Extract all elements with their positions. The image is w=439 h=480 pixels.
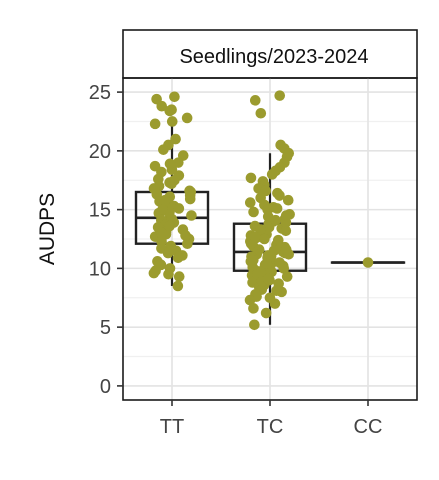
y-axis: 0 5 10 15 20 25 [89, 82, 123, 398]
data-point [148, 267, 160, 279]
data-point [282, 194, 294, 206]
data-point [248, 303, 259, 314]
data-point [173, 203, 185, 214]
data-point [271, 285, 282, 297]
data-point [271, 203, 283, 214]
data-point [170, 133, 181, 145]
data-point [163, 268, 174, 280]
data-point [249, 231, 261, 242]
data-point [162, 247, 174, 259]
data-point [149, 118, 161, 130]
data-point [156, 227, 167, 239]
data-point [274, 90, 286, 101]
x-tick-label: TC [257, 416, 284, 438]
data-point [172, 157, 184, 168]
facet-title: Seedlings/2023-2024 [179, 46, 368, 68]
point-layer [148, 90, 374, 331]
data-point [180, 230, 191, 241]
data-point [281, 271, 293, 282]
data-point [274, 257, 285, 268]
panel-strip [122, 29, 418, 79]
x-tick-label: TT [160, 416, 184, 438]
data-point [172, 252, 184, 264]
data-point [255, 224, 267, 235]
data-point [248, 206, 259, 218]
data-point [186, 210, 197, 221]
data-point [158, 144, 169, 155]
y-tick-label: 5 [100, 317, 111, 339]
data-point [266, 169, 278, 180]
data-point [181, 112, 193, 124]
y-tick-label: 10 [89, 258, 111, 280]
data-point [280, 210, 292, 221]
data-point [261, 258, 273, 269]
data-point [159, 194, 171, 206]
x-axis: TT TC CC [160, 400, 383, 438]
data-point [255, 107, 267, 119]
data-point [156, 100, 168, 112]
data-point [244, 294, 256, 306]
y-tick-label: 20 [89, 141, 111, 163]
data-point [164, 105, 176, 117]
data-point [172, 280, 184, 292]
data-point [166, 116, 178, 127]
x-tick-label: CC [354, 416, 383, 438]
data-point [157, 204, 168, 215]
data-point [164, 220, 175, 232]
data-point [260, 307, 272, 319]
y-tick-label: 25 [89, 82, 111, 104]
data-point [362, 257, 374, 268]
data-point [259, 233, 270, 245]
data-point [264, 292, 276, 304]
data-point [182, 238, 193, 250]
data-point [270, 214, 281, 226]
data-point [263, 273, 274, 285]
data-point [249, 95, 261, 106]
data-point [164, 177, 175, 188]
y-axis-label: AUDPS [36, 193, 59, 265]
data-point [249, 319, 260, 331]
data-point [245, 172, 257, 184]
data-point [283, 248, 294, 260]
data-point [164, 158, 176, 170]
data-point [184, 190, 196, 201]
data-point [280, 225, 292, 237]
y-tick-label: 0 [100, 376, 111, 398]
data-point [244, 197, 256, 208]
data-point [274, 190, 285, 201]
data-point [173, 271, 185, 282]
data-point [169, 91, 180, 103]
y-tick-label: 15 [89, 200, 111, 222]
